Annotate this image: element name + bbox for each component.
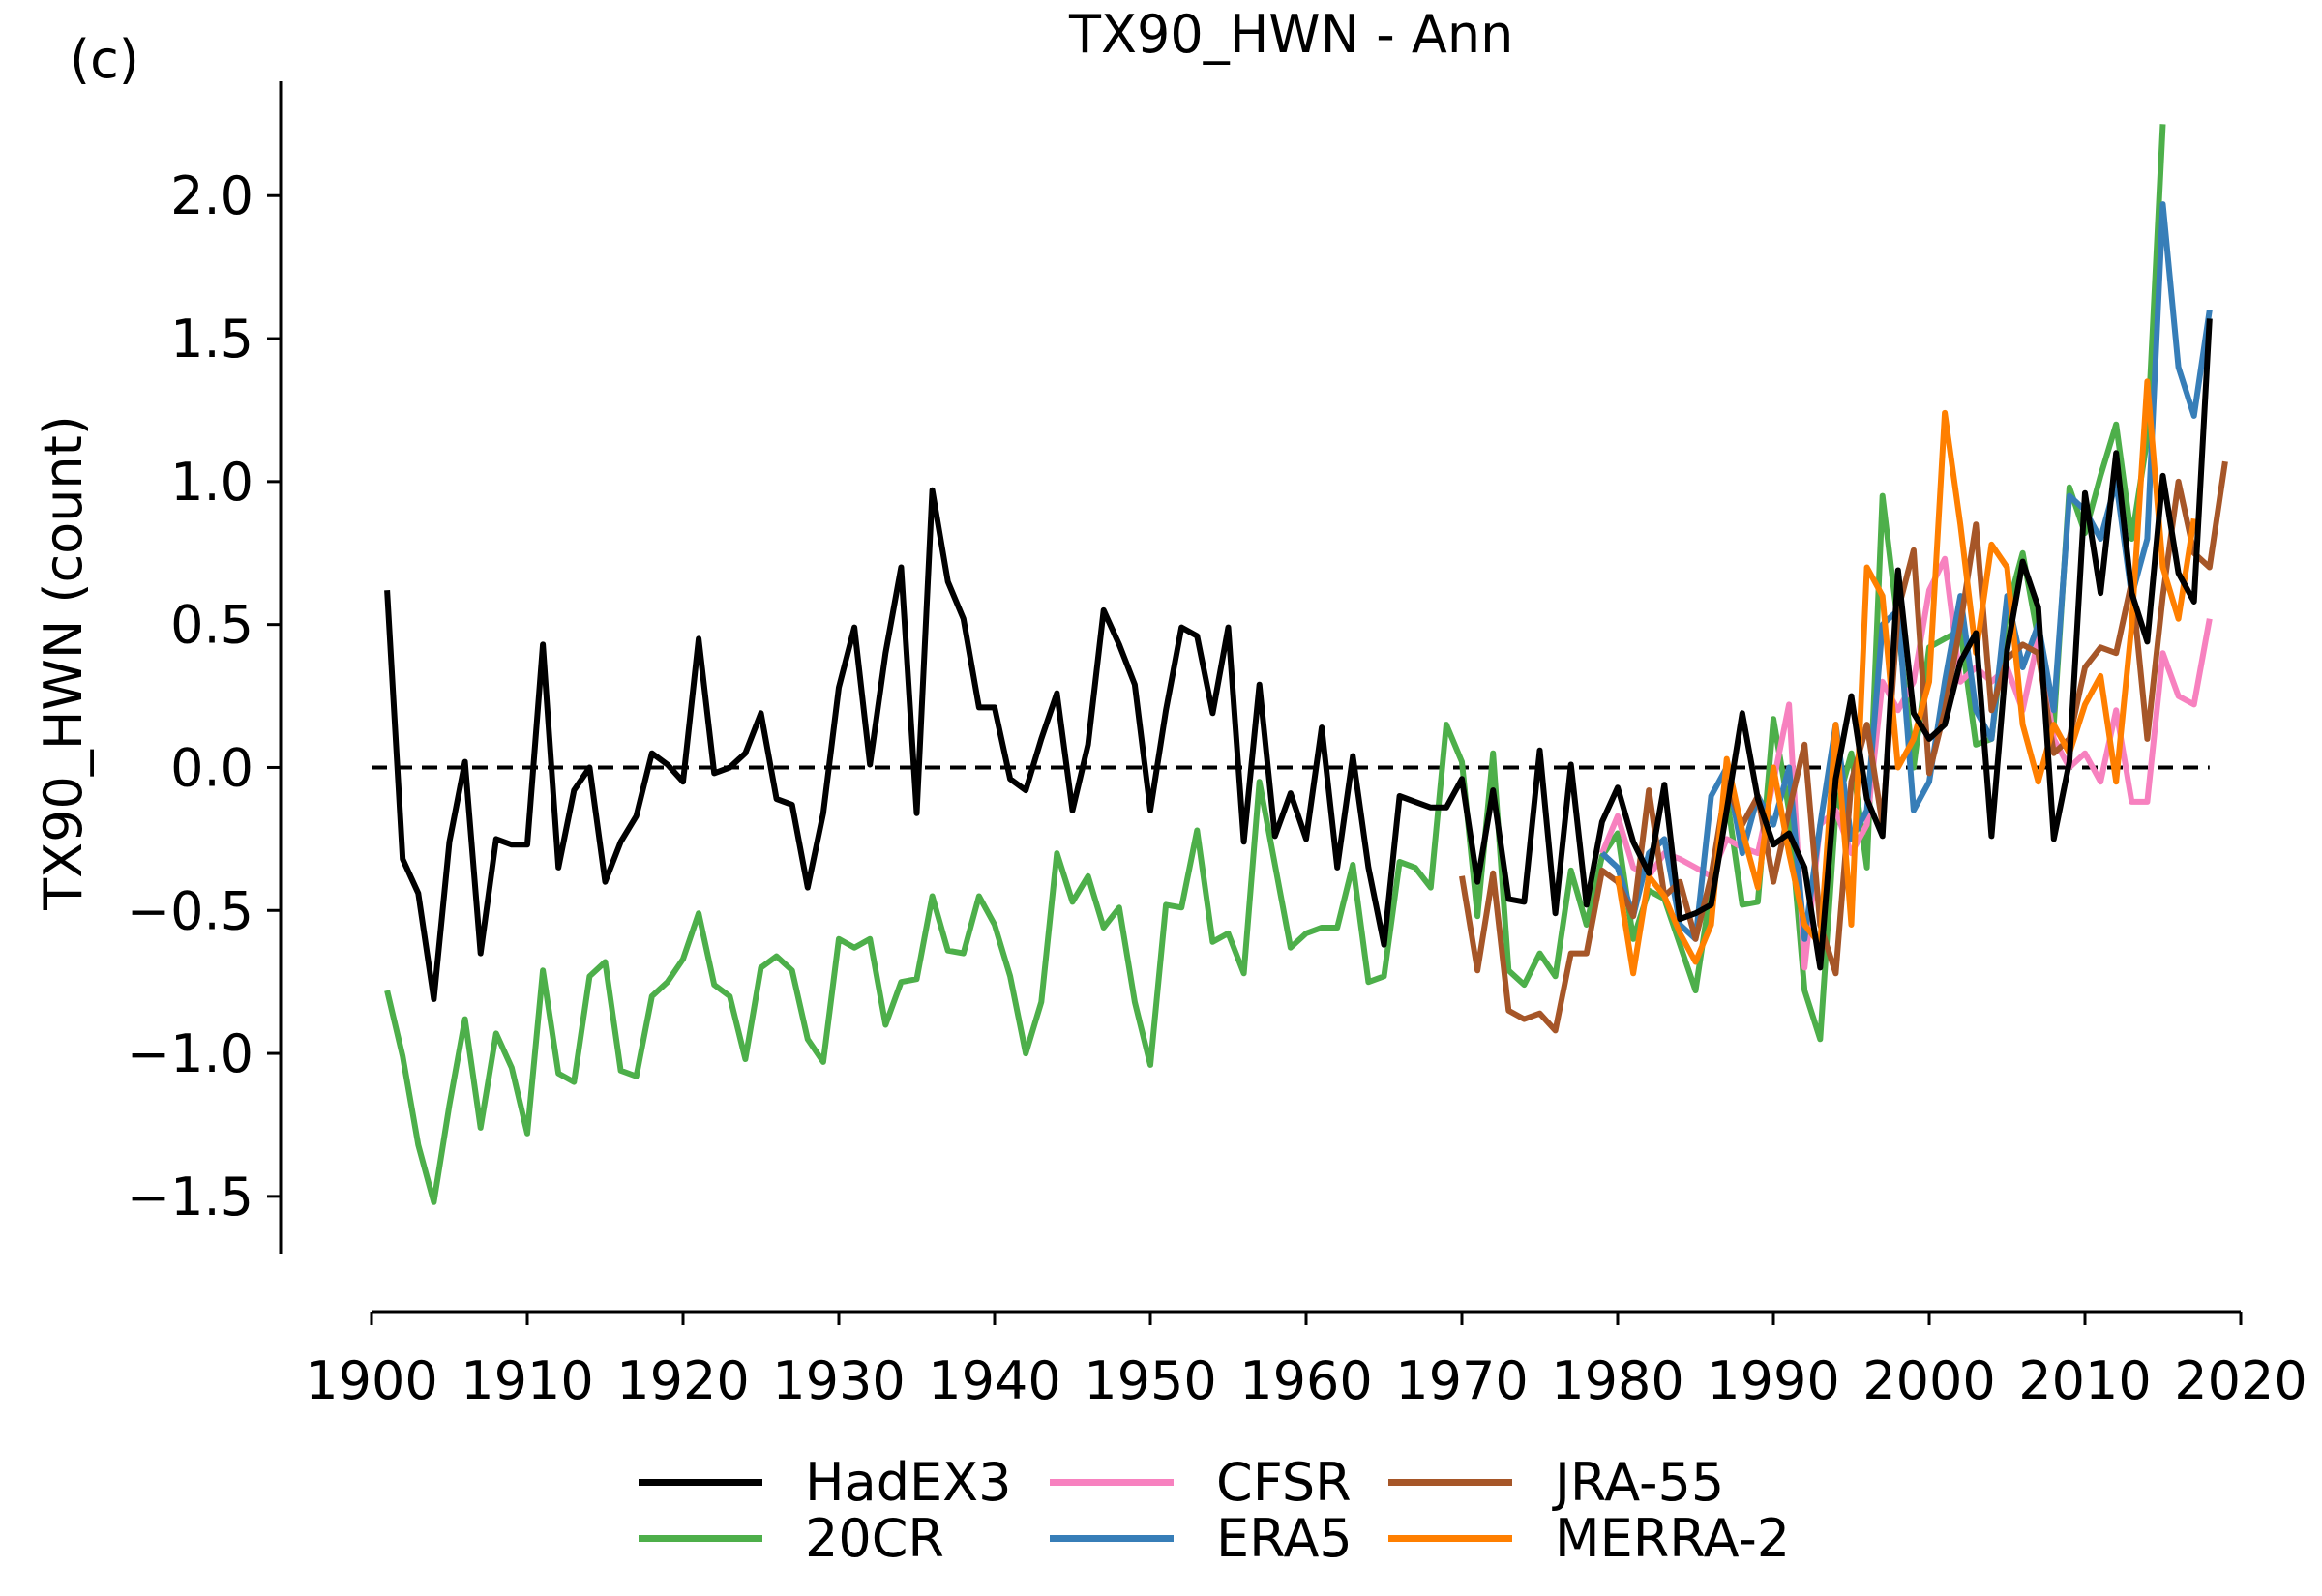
x-tick-label: 2010: [2018, 1350, 2151, 1411]
x-tick-label: 2000: [1862, 1350, 1995, 1411]
legend-label-cfsr: CFSR: [1216, 1451, 1352, 1513]
legend-swatch-merra2: [1388, 1534, 1512, 1542]
legend-label-hadex3: HadEX3: [805, 1451, 1012, 1513]
legend-label-jra55: JRA-55: [1555, 1451, 1725, 1513]
y-tick-label: 0.0: [170, 737, 253, 798]
legend-swatch-jra55: [1388, 1478, 1512, 1486]
legend-item-cfsr: CFSR: [1050, 1451, 1352, 1513]
x-tick-label: 1950: [1084, 1350, 1216, 1411]
y-tick-label: 0.5: [170, 595, 253, 656]
y-tick-label: −1.5: [127, 1167, 253, 1227]
x-axis: 1900 1910 1920 1930 1940 1950 1960 1970 1980 1990…: [305, 1310, 2307, 1411]
y-tick-label: 1.0: [170, 452, 253, 513]
legend-item-merra2: MERRA-2: [1388, 1507, 1790, 1569]
x-tick-label: 1900: [305, 1350, 437, 1411]
legend-swatch-20cr: [639, 1534, 762, 1542]
series-line-hadex3: [384, 318, 2213, 1002]
legend-swatch-hadex3: [639, 1478, 762, 1486]
x-tick-label: 1910: [461, 1350, 593, 1411]
series-line-jra55: [1459, 460, 2228, 1034]
y-tick-label: −1.0: [127, 1023, 253, 1084]
x-tick-label: 1970: [1395, 1350, 1528, 1411]
legend-label-merra2: MERRA-2: [1555, 1507, 1791, 1569]
legend: HadEX3 20CR CFSR ERA5 JRA-55 MERRA-2: [639, 1451, 1838, 1596]
series-line-20cr: [384, 124, 2166, 1205]
legend-swatch-cfsr: [1050, 1478, 1174, 1486]
legend-label-20cr: 20CR: [805, 1507, 944, 1569]
x-tick-label: 1960: [1239, 1350, 1372, 1411]
legend-item-hadex3: HadEX3: [639, 1451, 1011, 1513]
chart-title: TX90_HWN - Ann: [1069, 4, 1514, 65]
series-layer: [384, 124, 2228, 1205]
x-tick-label: 1980: [1551, 1350, 1683, 1411]
y-tick-label: 2.0: [170, 165, 253, 226]
y-axis-label: TX90_HWN (count): [33, 415, 94, 911]
x-tick-label: 1930: [772, 1350, 905, 1411]
legend-label-era5: ERA5: [1216, 1507, 1353, 1569]
legend-item-jra55: JRA-55: [1388, 1451, 1724, 1513]
x-tick-label: 1940: [928, 1350, 1060, 1411]
legend-item-20cr: 20CR: [639, 1507, 944, 1569]
panel-label: (c): [70, 29, 139, 90]
x-tick-label: 2020: [2174, 1350, 2307, 1411]
x-tick-label: 1920: [616, 1350, 749, 1411]
legend-item-era5: ERA5: [1050, 1507, 1353, 1569]
y-tick-label: −0.5: [127, 880, 253, 941]
y-axis: −1.5 −1.0 −0.5 0.0 0.5 1.0 1.5 2.0: [127, 81, 283, 1254]
legend-swatch-era5: [1050, 1534, 1174, 1542]
y-tick-label: 1.5: [170, 309, 253, 369]
x-tick-label: 1990: [1707, 1350, 1839, 1411]
